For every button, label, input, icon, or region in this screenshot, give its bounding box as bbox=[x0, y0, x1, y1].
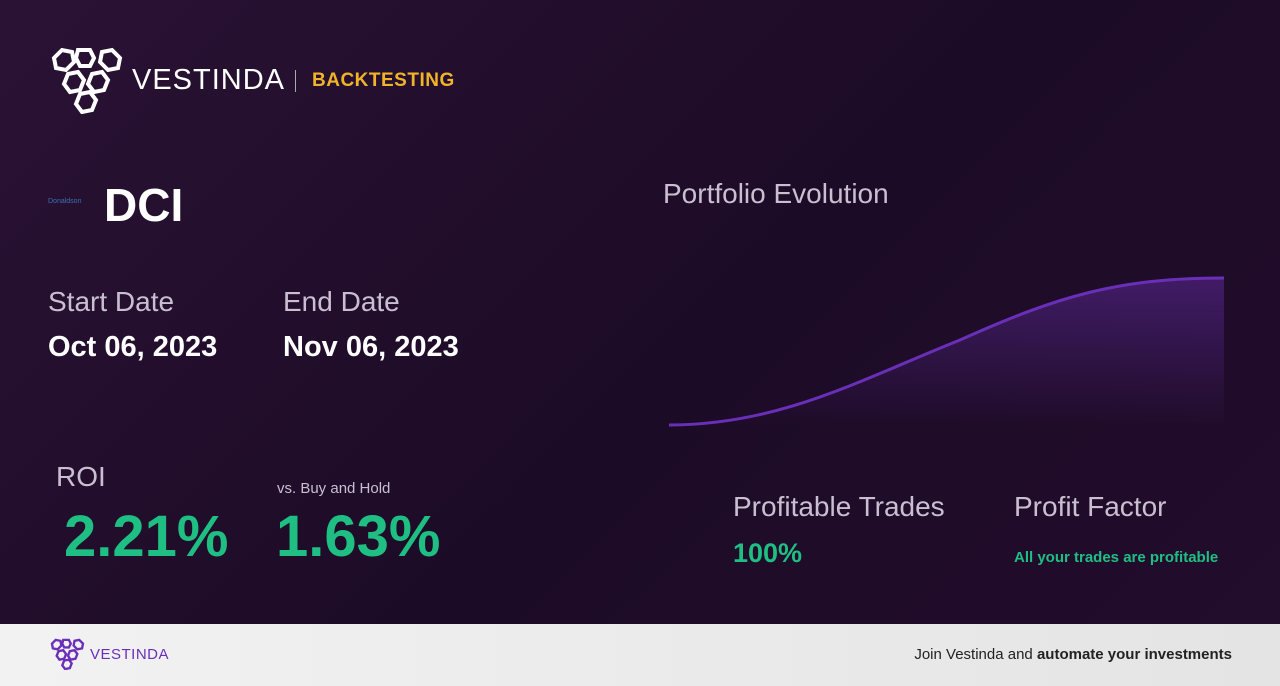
area bbox=[669, 278, 1224, 425]
ticker: DCI bbox=[104, 179, 184, 231]
brand: VESTINDA bbox=[132, 64, 286, 96]
footer-logo bbox=[50, 638, 85, 670]
footer-cta: Join Vestinda and automate your investme… bbox=[914, 646, 1232, 663]
roi-label: ROI bbox=[56, 461, 106, 492]
portfolio-curve bbox=[668, 276, 1225, 427]
footer-text: Join Vestinda and bbox=[914, 646, 1033, 663]
end-label: End Date bbox=[283, 286, 400, 317]
end-date: Nov 06, 2023 bbox=[283, 331, 459, 363]
footer: VESTINDA Join Vestinda and automate your… bbox=[0, 624, 1280, 686]
roi-value: 2.21% bbox=[64, 504, 229, 569]
portfolio-title: Portfolio Evolution bbox=[663, 178, 889, 209]
footer-brand: VESTINDA bbox=[90, 646, 170, 663]
line bbox=[668, 276, 1225, 427]
compare-value: 1.63% bbox=[276, 504, 441, 569]
start-date: Oct 06, 2023 bbox=[48, 331, 218, 363]
card: VESTINDA BACKTESTING Donaldson DCI Start… bbox=[0, 0, 1280, 624]
factor-note: All your trades are profitable bbox=[1014, 549, 1219, 566]
divider bbox=[295, 70, 296, 92]
section: BACKTESTING bbox=[312, 70, 455, 91]
compare-label: vs. Buy and Hold bbox=[277, 480, 391, 497]
footer-bold: automate your investments bbox=[1036, 646, 1232, 663]
logo-mark bbox=[51, 47, 123, 114]
asset-logo: Donaldson bbox=[48, 198, 82, 205]
factor-label: Profit Factor bbox=[1014, 491, 1167, 522]
trades-label: Profitable Trades bbox=[733, 491, 945, 522]
start-label: Start Date bbox=[48, 286, 175, 317]
trades-value: 100% bbox=[733, 538, 803, 568]
